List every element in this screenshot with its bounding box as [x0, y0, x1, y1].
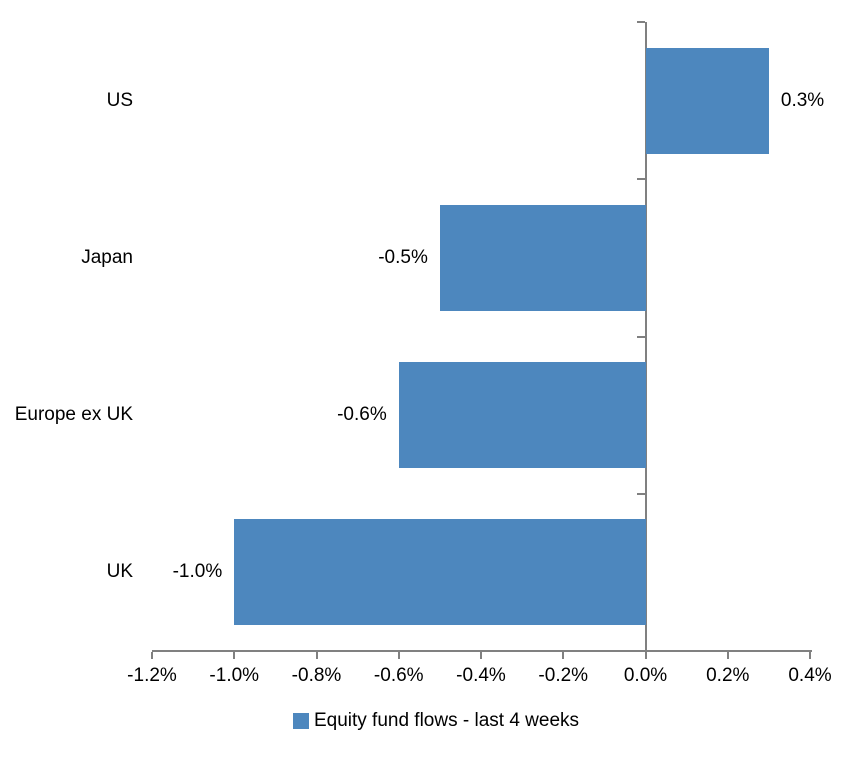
data-label-europe-ex-uk: -0.6% — [337, 404, 387, 426]
bar-uk — [234, 519, 646, 626]
zero-axis-line — [644, 22, 647, 658]
x-axis-tick — [233, 652, 236, 659]
x-axis-line — [152, 650, 812, 652]
x-axis-tick — [480, 652, 482, 659]
data-label-japan: -0.5% — [378, 246, 428, 268]
data-label-us: 0.3% — [780, 89, 825, 111]
x-axis-tick — [562, 652, 565, 659]
x-tick-label: -0.6% — [373, 665, 424, 686]
legend-label: Equity fund flows - last 4 weeks — [313, 710, 580, 731]
x-axis-tick — [315, 652, 318, 659]
category-axis-tick — [636, 335, 645, 338]
x-tick-label: -1.2% — [127, 665, 177, 686]
x-tick-label: -0.8% — [291, 665, 342, 686]
category-axis-tick — [636, 21, 645, 23]
bar-us — [645, 47, 769, 154]
category-label-uk: UK — [106, 561, 133, 583]
x-axis-tick — [151, 652, 153, 659]
x-axis-tick — [397, 652, 400, 659]
x-axis-tick — [644, 652, 647, 659]
bar-japan — [439, 204, 646, 311]
x-axis-tick — [809, 652, 811, 659]
x-tick-label: -0.2% — [538, 665, 589, 686]
data-label-uk: -1.0% — [172, 561, 223, 583]
bar-europe-ex-uk — [398, 362, 646, 469]
legend-color-swatch — [292, 713, 309, 729]
x-tick-label: -0.4% — [456, 665, 506, 686]
x-tick-label: 0.2% — [706, 665, 750, 686]
category-axis-tick — [636, 492, 645, 495]
category-label-europe-ex-uk: Europe ex UK — [14, 404, 133, 426]
x-tick-label: 0.4% — [788, 665, 832, 686]
category-label-us: US — [106, 89, 133, 111]
x-tick-label: -1.0% — [209, 665, 260, 686]
legend: Equity fund flows - last 4 weeks — [10, 709, 852, 733]
category-label-japan: Japan — [81, 246, 133, 268]
x-axis-tick — [726, 652, 729, 659]
x-tick-label: 0.0% — [623, 665, 668, 686]
category-axis-tick — [636, 178, 645, 181]
